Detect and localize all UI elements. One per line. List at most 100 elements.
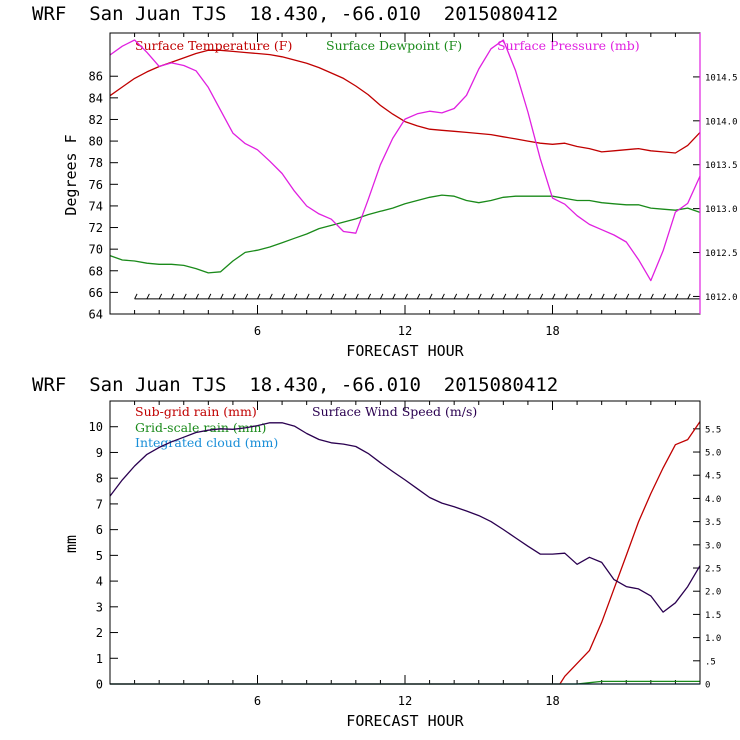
wind-barb: [588, 293, 593, 300]
bottom-y-axis-label: mm: [62, 535, 80, 553]
y-tick-label: 9: [96, 446, 103, 460]
y-tick-label: 84: [89, 91, 103, 105]
wind-barb: [195, 293, 199, 300]
y-tick-label: 2: [96, 626, 103, 640]
wind-barb: [527, 293, 531, 300]
top-x-axis-label: FORECAST HOUR: [346, 342, 464, 360]
top-chart-title: WRF San Juan TJS 18.430, -66.010 2015080…: [32, 3, 558, 25]
y-tick-label: 0: [96, 678, 103, 692]
wind-barb: [515, 293, 519, 300]
y-tick-label: 4: [96, 575, 103, 589]
bottom-x-axis-label: FORECAST HOUR: [346, 712, 464, 730]
legend-surface-wind-speed: Surface Wind Speed (m/s): [312, 404, 477, 419]
y2-tick-label: 2.0: [705, 588, 721, 598]
wind-barb: [171, 293, 175, 300]
legend-integrated-cloud: Integrated cloud (mm): [135, 435, 278, 450]
series-line-sub-grid-rain-mm: [110, 421, 701, 685]
wind-barb: [232, 293, 236, 300]
wind-barb: [183, 293, 187, 300]
wind-barb: [490, 293, 494, 300]
x-tick-label: 6: [254, 324, 261, 338]
y-tick-label: 76: [89, 178, 103, 192]
wind-barb: [158, 293, 163, 300]
wind-barb: [466, 293, 470, 300]
y-tick-label: 68: [89, 264, 103, 278]
y2-tick-label: 2.5: [705, 565, 721, 575]
wind-barb: [613, 293, 617, 300]
wind-barb: [675, 293, 679, 300]
wind-barb: [281, 293, 285, 300]
top-y-axis-label: Degrees F: [62, 134, 80, 215]
y-tick-label: 6: [96, 523, 103, 537]
y-tick-label: 86: [89, 70, 103, 84]
y2-tick-label: 1.0: [705, 634, 721, 644]
wind-barb: [293, 293, 298, 300]
wind-barb: [650, 293, 654, 300]
y2-tick-label: 4.5: [705, 472, 721, 482]
y2-tick-label: 1014.5: [705, 73, 738, 83]
y-tick-label: 80: [89, 135, 103, 149]
legend-surface-temperature: Surface Temperature (F): [135, 38, 292, 53]
y2-tick-label: .5: [705, 657, 716, 667]
series-line-surface-temperature-f: [109, 49, 701, 154]
wind-barb: [478, 293, 482, 300]
y2-tick-label: 0: [705, 681, 710, 691]
y2-tick-label: 5.5: [705, 425, 721, 435]
y2-tick-label: 1013.5: [705, 161, 738, 171]
series-line-surface-pressure-mb: [109, 39, 701, 282]
wind-barb: [429, 293, 433, 300]
wind-barb: [134, 293, 138, 300]
wind-barb: [355, 293, 359, 300]
y2-tick-label: 1012.5: [705, 249, 738, 259]
wind-barb: [367, 293, 372, 300]
wind-barb: [601, 293, 605, 300]
bottom-plot-frame: [109, 400, 701, 685]
wind-barb: [318, 293, 322, 300]
y-tick-label: 66: [89, 286, 103, 300]
y-tick-label: 10: [89, 420, 103, 434]
y-tick-label: 72: [89, 221, 103, 235]
y-tick-label: 5: [96, 549, 103, 563]
y2-tick-label: 1012.0: [705, 293, 738, 303]
wind-barb: [416, 293, 421, 300]
y-tick-label: 82: [89, 113, 103, 127]
wind-barb: [687, 293, 691, 300]
wind-barb: [392, 293, 396, 300]
bottom-chart-title: WRF San Juan TJS 18.430, -66.010 2015080…: [32, 374, 558, 396]
series-line-surface-wind-speed-m-s: [109, 422, 701, 613]
wind-barb: [564, 293, 568, 300]
wind-barb: [625, 293, 630, 300]
x-tick-label: 12: [398, 324, 412, 338]
wind-barb: [453, 293, 458, 300]
legend-surface-dewpoint: Surface Dewpoint (F): [326, 38, 462, 53]
wind-barb: [576, 293, 580, 300]
y-tick-label: 78: [89, 156, 103, 170]
wind-barb: [330, 293, 335, 300]
y-tick-label: 74: [89, 199, 103, 213]
y2-tick-label: 1014.0: [705, 117, 738, 127]
series-line-surface-dewpoint-f: [109, 194, 701, 274]
wind-barb: [306, 293, 310, 300]
y2-tick-label: 4.0: [705, 495, 721, 505]
x-tick-label: 18: [545, 694, 559, 708]
wind-barb: [552, 293, 556, 300]
wind-barb: [269, 293, 273, 300]
wind-barb: [380, 293, 384, 300]
y-tick-label: 1: [96, 652, 103, 666]
wind-barb: [539, 293, 544, 300]
legend-surface-pressure: Surface Pressure (mb): [497, 38, 640, 53]
x-tick-label: 12: [398, 694, 412, 708]
y-tick-label: 7: [96, 497, 103, 511]
y-tick-label: 64: [89, 308, 103, 322]
legend-grid-scale-rain: Grid-scale rain (mm): [135, 420, 266, 435]
wind-barb: [404, 293, 408, 300]
wind-barb: [638, 293, 642, 300]
legend-sub-grid-rain: Sub-grid rain (mm): [135, 404, 257, 419]
y-tick-label: 3: [96, 600, 103, 614]
y2-tick-label: 3.0: [705, 541, 721, 551]
wind-barb: [207, 293, 212, 300]
y2-tick-label: 1.5: [705, 611, 721, 621]
wind-barb: [220, 293, 224, 300]
wind-barb: [244, 293, 249, 300]
y2-tick-label: 3.5: [705, 518, 721, 528]
